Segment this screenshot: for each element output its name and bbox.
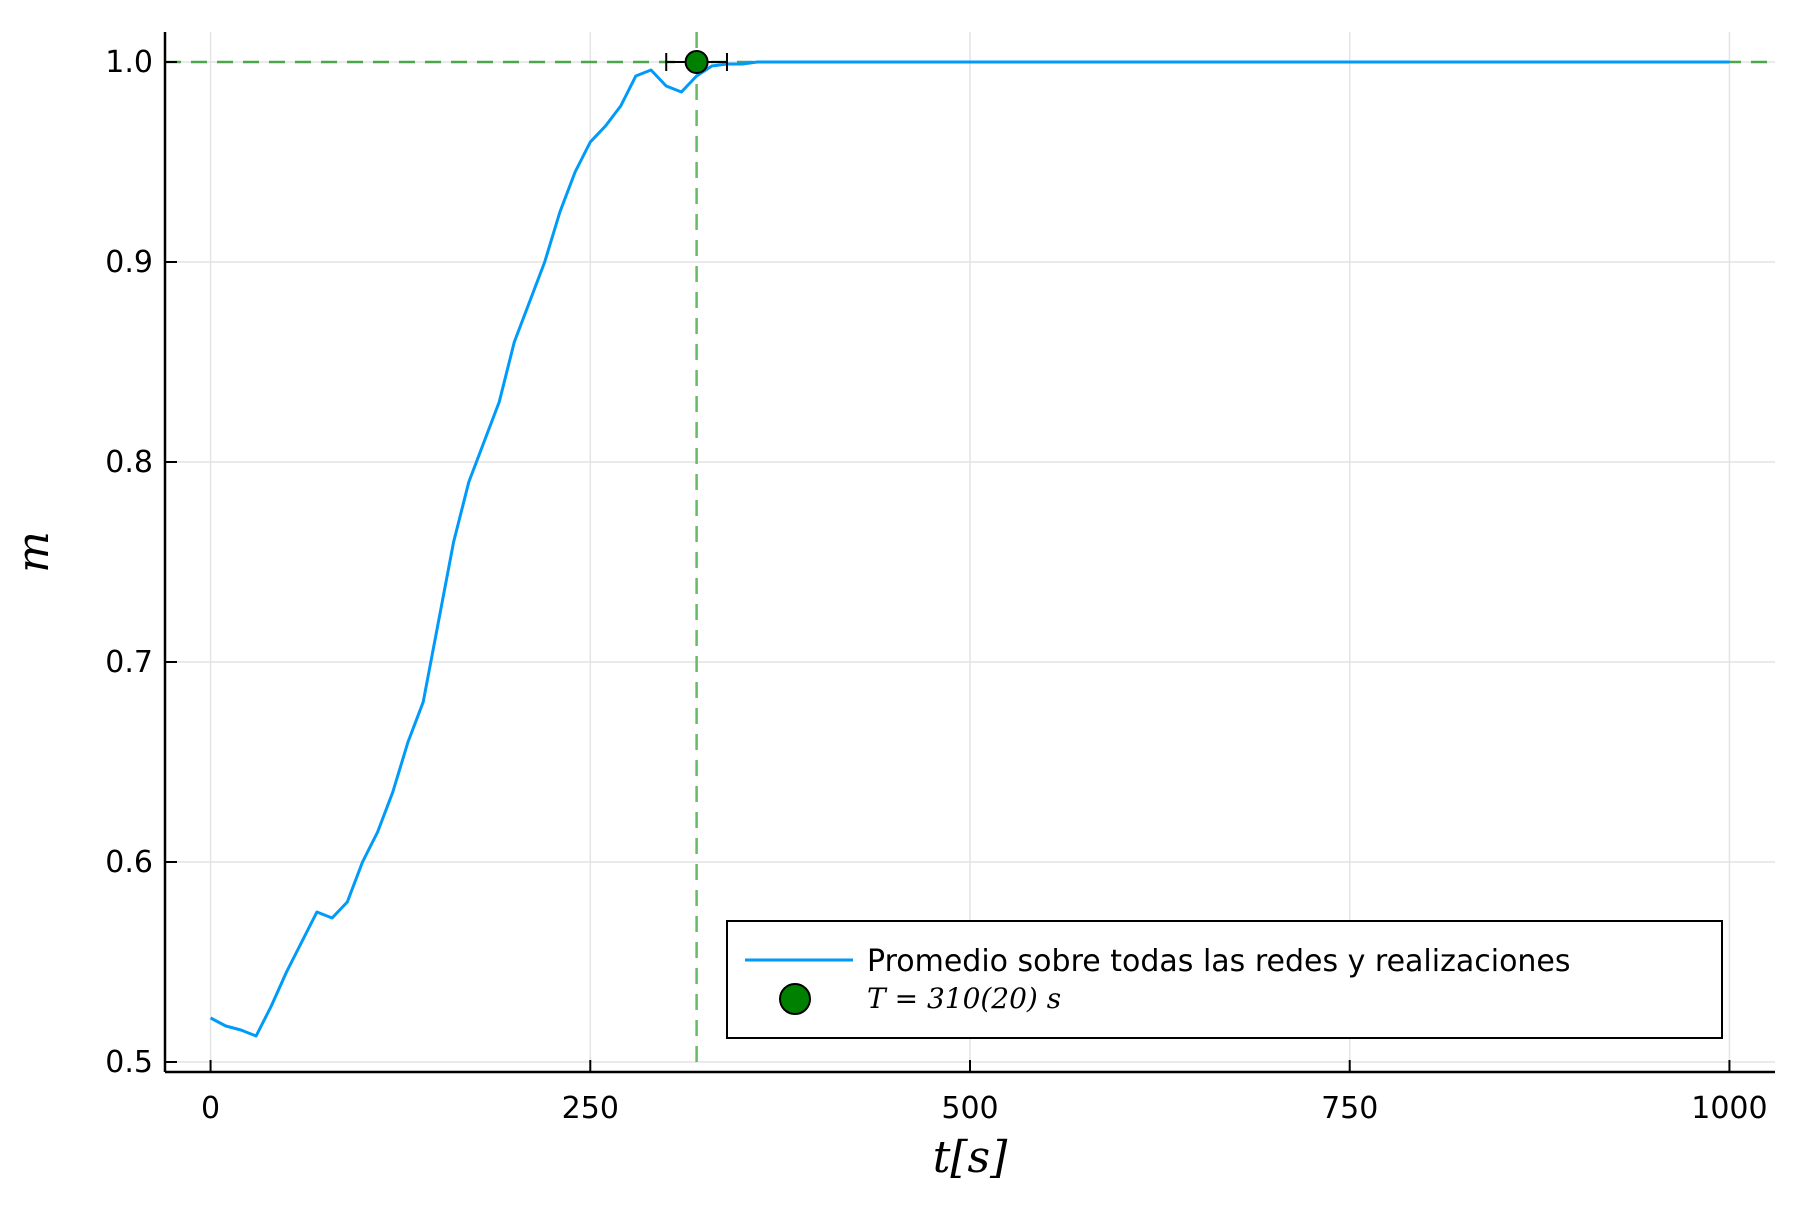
grid xyxy=(165,32,1775,1072)
legend-label-average: Promedio sobre todas las redes y realiza… xyxy=(867,944,1571,979)
y-tick-label: 0.8 xyxy=(105,445,153,480)
y-tick-label: 0.9 xyxy=(105,245,153,280)
tick-labels: 0 250 500 750 1000 0.5 0.6 0.7 0.8 0.9 1.0 xyxy=(105,45,1767,1126)
x-tick-label: 250 xyxy=(562,1091,619,1126)
y-tick-label: 0.6 xyxy=(105,845,153,880)
x-tick-label: 0 xyxy=(201,1091,220,1126)
x-tick-label: 1000 xyxy=(1691,1091,1767,1126)
y-tick-label: 0.7 xyxy=(105,645,153,680)
x-tick-label: 750 xyxy=(1321,1091,1378,1126)
legend-marker-swatch xyxy=(779,983,811,1015)
legend-box xyxy=(726,920,1723,1039)
x-axis-label: t[s] xyxy=(933,1132,1008,1183)
y-tick-label: 1.0 xyxy=(105,45,153,80)
x-tick-label: 500 xyxy=(941,1091,998,1126)
series-layer xyxy=(209,50,1730,1038)
y-axis-label: m xyxy=(8,531,59,573)
legend-label-transition-time: T = 310(20) s xyxy=(867,982,1061,1015)
legend: Promedio sobre todas las redes y realiza… xyxy=(726,920,1723,1039)
series-line-average xyxy=(209,60,1730,1038)
y-tick-label: 0.5 xyxy=(105,1045,153,1080)
transition-point-marker xyxy=(684,50,709,74)
axes xyxy=(163,32,1775,1074)
